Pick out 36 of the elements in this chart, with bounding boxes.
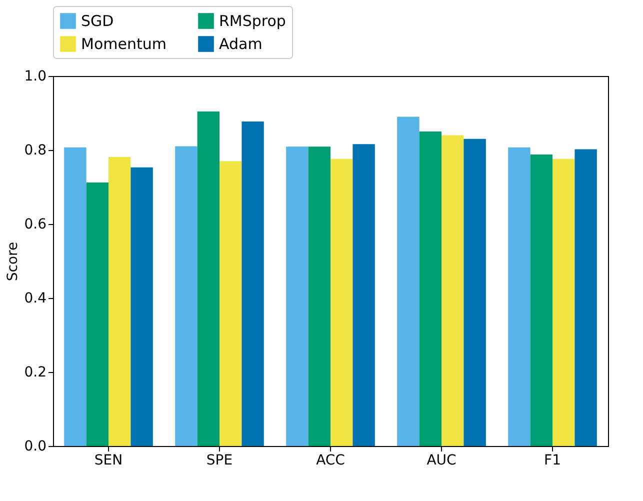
- bar: [86, 182, 108, 446]
- bar: [108, 157, 131, 446]
- bar: [286, 146, 308, 446]
- bar: [242, 122, 264, 446]
- y-tick-label: 0.4: [24, 290, 47, 306]
- y-tick-label: 0.8: [24, 142, 46, 158]
- legend-label: RMSprop: [219, 12, 286, 30]
- bar: [508, 147, 530, 446]
- x-tick-label: AUC: [426, 452, 457, 468]
- y-axis-title: Score: [5, 242, 22, 282]
- bar: [175, 146, 198, 446]
- bar: [220, 161, 242, 446]
- bar: [397, 116, 420, 446]
- y-tick-label: 0.2: [24, 364, 46, 380]
- x-tick-label: SPE: [206, 452, 233, 468]
- x-tick-label: ACC: [316, 452, 346, 468]
- bar: [464, 138, 486, 446]
- bar: [574, 149, 597, 446]
- y-tick-label: 1.0: [24, 68, 46, 84]
- bar: [64, 147, 86, 446]
- legend-label: Momentum: [81, 35, 166, 53]
- bar: [442, 135, 464, 446]
- y-tick-label: 0.6: [24, 216, 47, 232]
- bar: [419, 132, 442, 446]
- x-tick-label: F1: [544, 452, 561, 468]
- bar: [552, 158, 575, 446]
- bar: [308, 146, 330, 446]
- bar: [352, 144, 375, 446]
- bar: [530, 154, 552, 446]
- y-tick-label: 0.0: [24, 438, 46, 454]
- bar: [197, 112, 220, 446]
- bar: [330, 158, 353, 446]
- legend-label: Adam: [219, 35, 262, 53]
- bar: [130, 167, 153, 446]
- legend-label: SGD: [81, 12, 114, 30]
- x-tick-label: SEN: [94, 452, 123, 468]
